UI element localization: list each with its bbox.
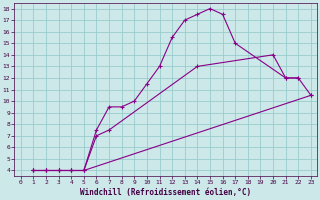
X-axis label: Windchill (Refroidissement éolien,°C): Windchill (Refroidissement éolien,°C) bbox=[80, 188, 252, 197]
